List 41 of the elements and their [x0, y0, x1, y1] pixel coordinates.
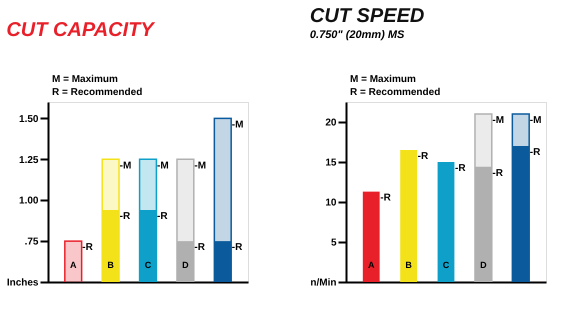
data-label: -M [120, 160, 132, 172]
y-tick-label: 1.25 [19, 154, 39, 166]
x-tick-label: A [368, 260, 375, 270]
data-label: -M [492, 115, 504, 126]
y-tick-label: 10 [325, 198, 337, 208]
data-label: -M [232, 119, 244, 130]
x-tick-label: D [480, 260, 488, 270]
data-label: -R [530, 147, 542, 158]
chart-title: CUT SPEED [310, 5, 424, 27]
x-tick-label: B [107, 260, 114, 270]
chart-subtitle: 0.750" (20mm) MS [310, 29, 406, 41]
text: M = Maximum [350, 74, 416, 85]
y-tick-label: n/Min [310, 278, 336, 288]
y-tick-label: 1.00 [19, 196, 39, 207]
text: R = Recommended [52, 87, 142, 98]
text: R = Recommended [350, 87, 440, 98]
chart-title: CUT CAPACITY [6, 19, 156, 41]
y-tick-label: Inches [6, 278, 39, 288]
data-label: -R [455, 163, 466, 174]
x-tick-label: B [405, 260, 412, 270]
data-label: -R [120, 211, 131, 222]
data-label: -M [194, 160, 206, 172]
data-label: -R [418, 151, 429, 162]
y-tick-label: 5 [330, 238, 337, 248]
y-tick-label: .75 [24, 236, 39, 248]
data-label: -R [380, 192, 392, 204]
data-label: -R [82, 242, 94, 254]
x-tick-label: C [144, 260, 152, 270]
y-tick-label: 15 [325, 158, 337, 168]
data-label: -R [232, 242, 244, 254]
text: M = Maximum [52, 74, 118, 85]
data-label: -R [157, 211, 168, 222]
x-tick-label: C [442, 260, 450, 270]
data-label: -M [157, 160, 169, 172]
data-label: -R [492, 168, 504, 179]
data-label: -R [194, 242, 206, 254]
y-tick-label: 20 [325, 118, 337, 128]
x-tick-label: D [182, 260, 190, 270]
y-tick-label: 1.50 [19, 114, 39, 125]
data-label: -M [530, 115, 542, 126]
x-tick-label: A [70, 260, 77, 270]
